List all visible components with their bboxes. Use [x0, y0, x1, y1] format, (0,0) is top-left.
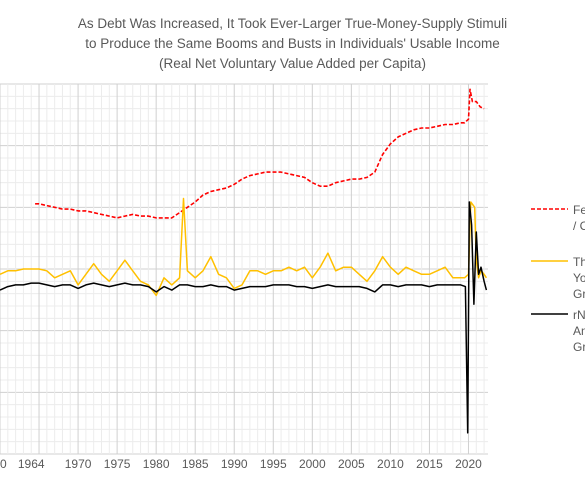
chart-title: As Debt Was Increased, It Took Ever-Larg…	[0, 14, 585, 74]
series-line-3	[0, 201, 488, 434]
chart-grid	[0, 83, 488, 455]
chart-series	[0, 88, 488, 434]
x-tick-label: 1970	[65, 457, 92, 471]
x-tick-label: 2010	[377, 457, 404, 471]
chart-title-line-3: (Real Net Voluntary Value Added per Capi…	[159, 56, 426, 71]
chart-title-line-1: As Debt Was Increased, It Took Ever-Larg…	[77, 16, 508, 31]
x-tick-label: 1990	[221, 457, 248, 471]
series-line-2	[0, 197, 488, 297]
x-tick-label: 2000	[299, 457, 326, 471]
x-tick-label: 1985	[182, 457, 209, 471]
x-tick-label: 1975	[104, 457, 131, 471]
series-line-1	[35, 88, 485, 219]
x-axis-ticks: 60 1964 1970 1975 1980 1985 1990 1995 2000 2005 20…	[0, 457, 482, 471]
x-tick-label: 2020	[455, 457, 482, 471]
x-tick-label: 60	[0, 457, 7, 471]
legend-label-2: Yo	[573, 271, 585, 285]
legend-label-3: Gr	[573, 340, 585, 354]
legend-label-3: An	[573, 324, 585, 338]
x-tick-label: 1980	[143, 457, 170, 471]
x-tick-label: 1964	[18, 457, 45, 471]
chart-title-line-2: to Produce the Same Booms and Busts in I…	[85, 36, 500, 51]
legend-label-2: Gr	[573, 287, 585, 301]
chart-legend: Fe / C Th Yo Gr rN An Gr	[531, 203, 585, 354]
x-tick-label: 2015	[416, 457, 443, 471]
x-tick-label: 1995	[260, 457, 287, 471]
legend-label-1: / C	[573, 219, 585, 233]
legend-label-3: rN	[573, 308, 585, 322]
x-tick-label: 2005	[338, 457, 365, 471]
legend-label-2: Th	[573, 255, 585, 269]
legend-label-1: Fe	[573, 203, 585, 217]
